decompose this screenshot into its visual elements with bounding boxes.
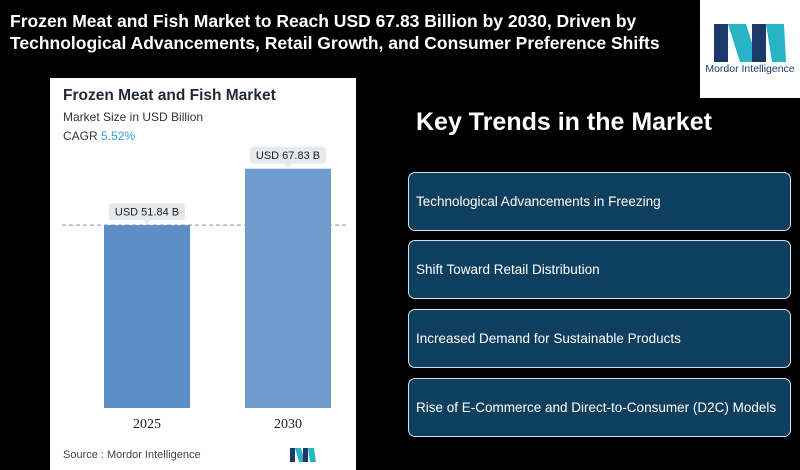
data-label: USD 67.83 B	[256, 150, 320, 162]
bar-chart: USD 51.84 B 2025 USD 67.83 B 2030	[62, 146, 346, 432]
data-label-background	[109, 203, 185, 221]
cagr-value: 5.52%	[101, 129, 136, 143]
key-trends-title: Key Trends in the Market	[416, 108, 712, 136]
chart-subtitle: Market Size in USD Billion	[63, 110, 204, 124]
chart-title: Frozen Meat and Fish Market	[63, 87, 276, 104]
trend-item: Increased Demand for Sustainable Product…	[408, 309, 791, 368]
trend-item-label: Increased Demand for Sustainable Product…	[416, 330, 681, 346]
trend-item: Rise of E-Commerce and Direct-to-Consume…	[408, 378, 791, 437]
data-label-pointer	[143, 220, 151, 225]
bar	[245, 168, 331, 408]
trend-item-label: Rise of E-Commerce and Direct-to-Consume…	[416, 399, 777, 415]
trend-item-label: Technological Advancements in Freezing	[416, 193, 661, 209]
data-label-pointer	[284, 163, 292, 168]
chart-card: USD 51.84 B 2025 USD 67.83 B 2030 Frozen Me…	[50, 78, 356, 470]
source-text: Source : Mordor Intelligence	[63, 449, 201, 461]
mordor-intelligence-logo-icon	[714, 24, 786, 62]
trend-item: Technological Advancements in Freezing	[408, 172, 791, 231]
bar	[104, 225, 190, 408]
brand-logo: Mordor Intelligence	[700, 0, 800, 98]
source-logo-icon	[290, 448, 316, 462]
trend-item: Shift Toward Retail Distribution	[408, 240, 791, 299]
data-label: USD 51.84 B	[115, 207, 179, 219]
x-tick-label: 2025	[133, 417, 161, 432]
cagr-label: CAGR	[63, 129, 98, 143]
cagr-text: CAGR 5.52%	[63, 129, 135, 143]
trend-item-label: Shift Toward Retail Distribution	[416, 261, 600, 277]
logo-text: Mordor Intelligence	[705, 63, 795, 75]
headline: Frozen Meat and Fish Market to Reach USD…	[10, 11, 660, 53]
x-tick-label: 2030	[274, 417, 302, 432]
data-label-background	[250, 146, 326, 164]
